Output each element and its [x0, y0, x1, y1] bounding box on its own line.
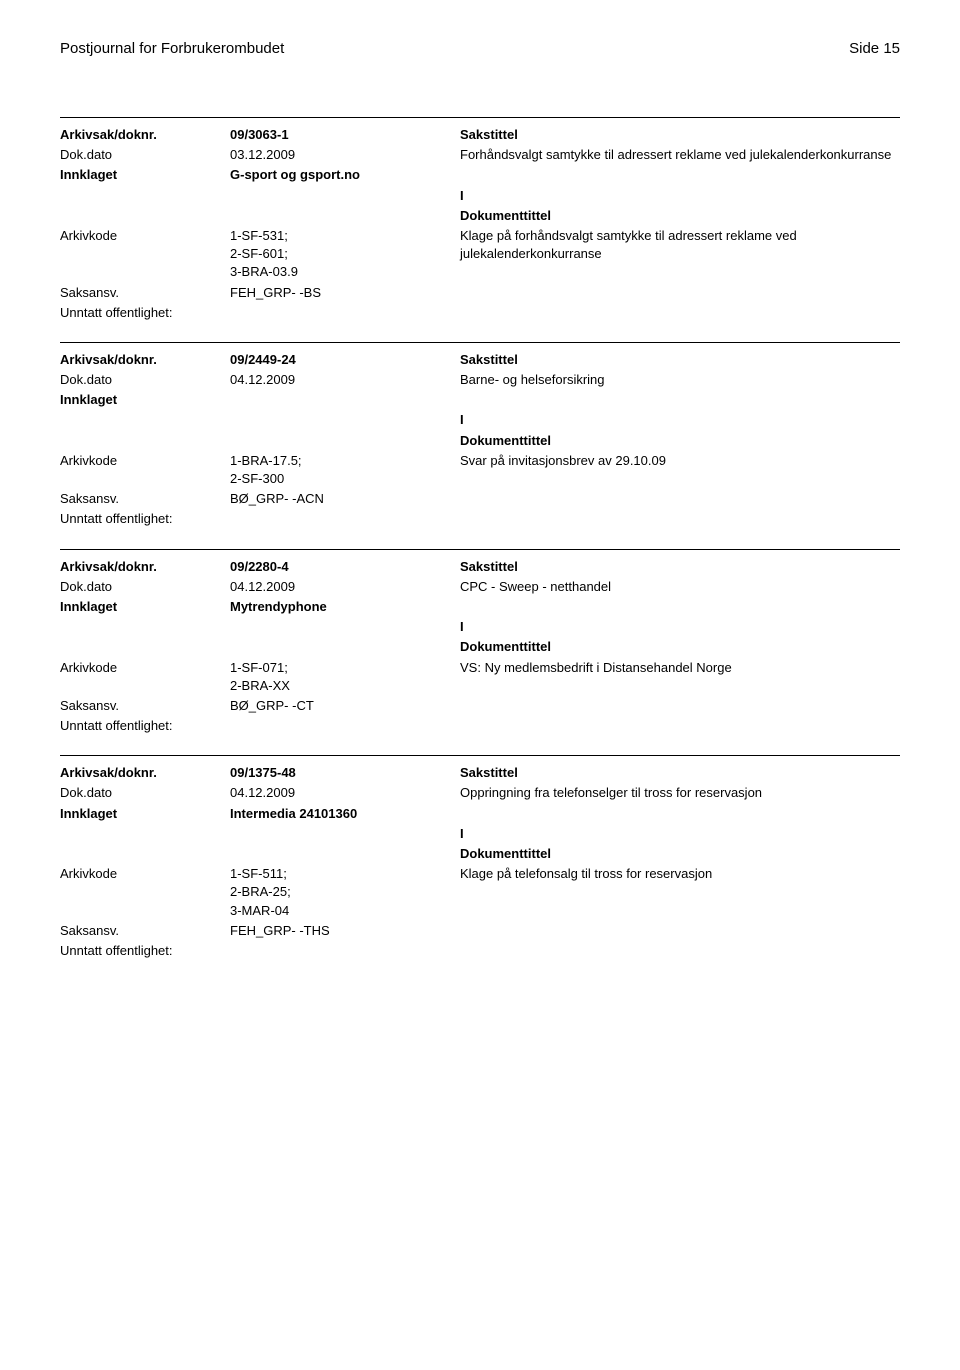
label-dokdato: Dok.dato — [60, 784, 230, 802]
value-saksansv: BØ_GRP- -CT — [230, 697, 460, 715]
value-innklaget: Mytrendyphone — [230, 598, 460, 616]
label-dokdato: Dok.dato — [60, 578, 230, 596]
label-saksansv: Saksansv. — [60, 284, 230, 302]
label-unntatt: Unntatt offentlighet: — [60, 510, 230, 528]
value-sakstittel: CPC - Sweep - netthandel — [460, 578, 900, 596]
label-dokumenttittel: Dokumenttittel — [460, 207, 900, 225]
label-innklaget: Innklaget — [60, 598, 230, 616]
label-dokumenttittel: Dokumenttittel — [460, 845, 900, 863]
label-innklaget: Innklaget — [60, 166, 230, 184]
value-dokdato: 03.12.2009 — [230, 146, 460, 164]
journal-entry: Arkivsak/doknr. 09/2449-24 Sakstittel Do… — [60, 342, 900, 529]
entry-divider — [60, 342, 900, 343]
label-unntatt: Unntatt offentlighet: — [60, 304, 230, 322]
label-sakstittel: Sakstittel — [460, 764, 900, 782]
value-saksansv: BØ_GRP- -ACN — [230, 490, 460, 508]
value-dokumenttittel: VS: Ny medlemsbedrift i Distansehandel N… — [460, 659, 900, 677]
value-innklaget: G-sport og gsport.no — [230, 166, 460, 184]
value-dokumenttittel: Klage på forhåndsvalgt samtykke til adre… — [460, 227, 900, 263]
entry-divider — [60, 549, 900, 550]
label-saksansv: Saksansv. — [60, 697, 230, 715]
label-sakstittel: Sakstittel — [460, 126, 900, 144]
label-dokdato: Dok.dato — [60, 371, 230, 389]
entry-divider — [60, 755, 900, 756]
value-arkivkode: 1-SF-071;2-BRA-XX — [230, 659, 460, 695]
value-doctype: I — [460, 618, 900, 636]
value-doknr: 09/3063-1 — [230, 126, 460, 144]
label-arkivsak: Arkivsak/doknr. — [60, 351, 230, 369]
label-dokumenttittel: Dokumenttittel — [460, 638, 900, 656]
label-sakstittel: Sakstittel — [460, 351, 900, 369]
value-dokdato: 04.12.2009 — [230, 784, 460, 802]
label-arkivsak: Arkivsak/doknr. — [60, 558, 230, 576]
label-arkivkode: Arkivkode — [60, 865, 230, 883]
label-dokdato: Dok.dato — [60, 146, 230, 164]
label-sakstittel: Sakstittel — [460, 558, 900, 576]
label-arkivkode: Arkivkode — [60, 452, 230, 470]
label-innklaget: Innklaget — [60, 805, 230, 823]
value-doknr: 09/2280-4 — [230, 558, 460, 576]
value-sakstittel: Forhåndsvalgt samtykke til adressert rek… — [460, 146, 900, 164]
label-unntatt: Unntatt offentlighet: — [60, 942, 230, 960]
label-arkivsak: Arkivsak/doknr. — [60, 126, 230, 144]
value-saksansv: FEH_GRP- -BS — [230, 284, 460, 302]
value-dokdato: 04.12.2009 — [230, 578, 460, 596]
value-doctype: I — [460, 825, 900, 843]
value-arkivkode: 1-SF-531;2-SF-601;3-BRA-03.9 — [230, 227, 460, 282]
value-doknr: 09/1375-48 — [230, 764, 460, 782]
label-saksansv: Saksansv. — [60, 922, 230, 940]
header-title: Postjournal for Forbrukerombudet — [60, 40, 284, 57]
journal-entry: Arkivsak/doknr. 09/3063-1 Sakstittel Dok… — [60, 117, 900, 322]
value-sakstittel: Barne- og helseforsikring — [460, 371, 900, 389]
label-arkivsak: Arkivsak/doknr. — [60, 764, 230, 782]
entry-divider — [60, 117, 900, 118]
value-dokumenttittel: Svar på invitasjonsbrev av 29.10.09 — [460, 452, 900, 470]
value-dokumenttittel: Klage på telefonsalg til tross for reser… — [460, 865, 900, 883]
value-doctype: I — [460, 187, 900, 205]
value-sakstittel: Oppringning fra telefonselger til tross … — [460, 784, 900, 802]
page-header: Postjournal for Forbrukerombudet Side 15 — [60, 40, 900, 57]
value-doctype: I — [460, 411, 900, 429]
label-innklaget: Innklaget — [60, 391, 230, 409]
value-doknr: 09/2449-24 — [230, 351, 460, 369]
journal-entry: Arkivsak/doknr. 09/2280-4 Sakstittel Dok… — [60, 549, 900, 736]
value-arkivkode: 1-SF-511;2-BRA-25;3-MAR-04 — [230, 865, 460, 920]
value-arkivkode: 1-BRA-17.5;2-SF-300 — [230, 452, 460, 488]
journal-entry: Arkivsak/doknr. 09/1375-48 Sakstittel Do… — [60, 755, 900, 960]
page-number: Side 15 — [849, 40, 900, 57]
label-unntatt: Unntatt offentlighet: — [60, 717, 230, 735]
label-arkivkode: Arkivkode — [60, 659, 230, 677]
label-saksansv: Saksansv. — [60, 490, 230, 508]
value-dokdato: 04.12.2009 — [230, 371, 460, 389]
value-innklaget: Intermedia 24101360 — [230, 805, 460, 823]
value-saksansv: FEH_GRP- -THS — [230, 922, 460, 940]
label-dokumenttittel: Dokumenttittel — [460, 432, 900, 450]
label-arkivkode: Arkivkode — [60, 227, 230, 245]
